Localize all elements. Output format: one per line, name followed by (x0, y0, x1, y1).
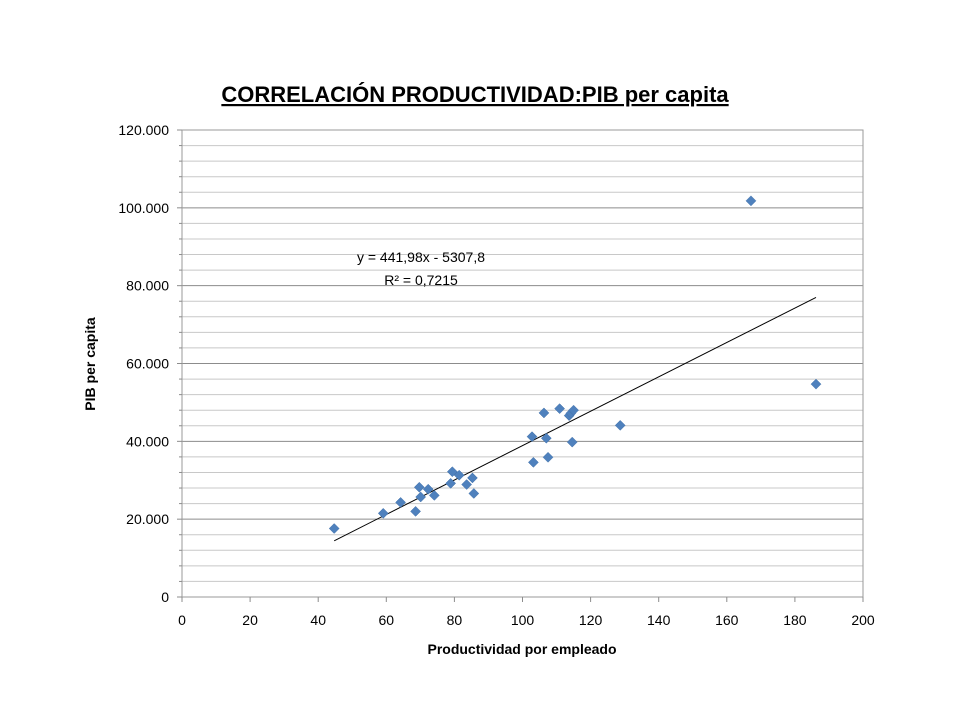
x-tick-label: 140 (647, 612, 671, 628)
y-tick-label: 80.000 (126, 278, 169, 294)
y-tick-label: 100.000 (118, 200, 169, 216)
data-point (526, 431, 538, 443)
trendline (333, 296, 817, 542)
data-point (453, 469, 465, 481)
x-axis-label: Productividad por empleado (427, 641, 616, 657)
data-point (538, 407, 550, 419)
data-point (395, 497, 406, 508)
data-point (614, 420, 626, 431)
data-point (540, 432, 552, 444)
data-point (810, 378, 822, 390)
data-point (445, 478, 457, 489)
y-tick-label: 40.000 (126, 433, 169, 449)
trendline-group (333, 296, 817, 542)
x-tick-label: 80 (447, 612, 463, 628)
data-point (542, 451, 554, 463)
data-point (467, 472, 478, 484)
data-point (528, 456, 539, 468)
y-tick-label: 20.000 (126, 511, 169, 527)
data-point (461, 479, 473, 490)
data-point (554, 403, 565, 414)
data-point (428, 490, 440, 501)
data-point (745, 195, 757, 207)
x-tick-label: 0 (178, 612, 186, 628)
data-point (415, 491, 427, 503)
data-point (410, 506, 421, 517)
chart-title: CORRELACIÓN PRODUCTIVIDAD:PIB per capita (221, 82, 729, 107)
data-point (568, 404, 579, 416)
data-point (468, 488, 480, 499)
data-points (328, 195, 822, 534)
x-tick-label: 120 (579, 612, 603, 628)
x-tick-label: 40 (310, 612, 326, 628)
y-tick-label: 0 (161, 589, 169, 605)
data-point (377, 507, 389, 519)
data-point (566, 436, 578, 448)
y-axis-label: PIB per capita (82, 317, 98, 411)
axes: 0 20.000 40.000 60.000 80.000 100.000 120.000 0… (118, 122, 875, 628)
x-tick-label: 180 (783, 612, 807, 628)
x-tick-label: 100 (511, 612, 535, 628)
y-tick-label: 120.000 (118, 122, 169, 138)
data-point (422, 483, 434, 495)
x-tick-label: 20 (242, 612, 258, 628)
data-point (413, 481, 425, 493)
y-tick-label: 60.000 (126, 356, 169, 372)
data-point (328, 523, 340, 534)
trendline-equation: y = 441,98x - 5307,8 (357, 249, 485, 265)
gridlines (182, 129, 863, 598)
x-tick-label: 160 (715, 612, 739, 628)
trendline-r2: R² = 0,7215 (384, 272, 458, 288)
x-tick-label: 60 (379, 612, 395, 628)
x-tick-label: 200 (851, 612, 875, 628)
